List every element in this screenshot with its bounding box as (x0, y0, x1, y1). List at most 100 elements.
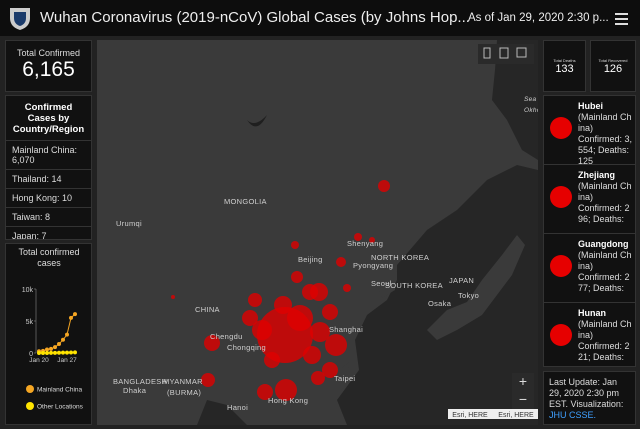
header: Wuhan Coronavirus (2019-nCoV) Global Cas… (0, 0, 640, 36)
series-point (65, 350, 69, 355)
series-point (73, 312, 77, 317)
case-bubble (311, 371, 325, 385)
case-bubble (369, 237, 375, 243)
map-label: NORTH KOREA (371, 253, 429, 262)
timeline-title-line: Total confirmed (18, 247, 79, 257)
map-label: SOUTH KOREA (385, 281, 443, 290)
case-bubble (336, 257, 346, 267)
province-region: (Mainland China) (578, 250, 632, 271)
province-list: Hubei (Mainland China) Confirmed: 3,554; D… (543, 95, 636, 367)
map-tools: + − Esri, HERE Esri, HERE (448, 44, 538, 419)
province: Hunan (Mainland China) Confirmed: 221; Dea… (544, 303, 635, 366)
series-point (65, 332, 69, 337)
map-labels: Sea of Okhotsk MONGOLIA Urumqi Shenyang Beiji… (113, 96, 538, 412)
series-point (37, 350, 41, 355)
attribution: Esri, HERE (498, 412, 534, 419)
recovered-box: Total Recovered 126 (590, 40, 636, 92)
ocean (337, 165, 538, 425)
japan-land (427, 235, 525, 340)
map-label: Chongqing (227, 343, 266, 352)
case-bubble (310, 322, 330, 342)
province-region: (Mainland China) (578, 181, 632, 202)
series-point (57, 350, 61, 355)
case-bubble (201, 373, 215, 387)
series-point (69, 350, 73, 355)
province-details: Confirmed: 277; Deaths: (578, 272, 630, 293)
x-tick-label: Jan 27 (57, 357, 77, 364)
vis-link[interactable]: JHU CSSE. (549, 410, 597, 420)
province-details: Confirmed: 296; Deaths: (578, 203, 630, 224)
map-label: Dhaka (123, 386, 147, 395)
bay (197, 400, 247, 425)
province-name: Hubei (578, 101, 604, 111)
series-point (45, 350, 49, 355)
x-tick-label: Jan 20 (29, 357, 49, 364)
zoom-out[interactable]: − (519, 391, 527, 407)
timeline-chart: Total confirmed cases 0 5k 10k Jan 20 Jan 27 M… (18, 247, 84, 411)
timeline-title-line: cases (37, 258, 61, 268)
map-label: JAPAN (449, 276, 474, 285)
series-point (57, 342, 61, 347)
series-point (53, 350, 57, 355)
menu-icon[interactable] (614, 12, 630, 26)
map-label: Osaka (428, 299, 452, 308)
case-bubble (378, 180, 390, 192)
footer: Last Update: Jan 29, 2020 2:30 pm EST. V… (543, 371, 636, 425)
case-bubble (264, 352, 280, 368)
timeline-panel: Total confirmed cases 0 5k 10k Jan 20 Jan 27 M… (5, 243, 92, 425)
legend-label: Other Locations (37, 404, 84, 411)
case-bubble (257, 384, 273, 400)
map-label: CHINA (195, 305, 220, 314)
province: Guangdong (Mainland China) Confirmed: 277;… (544, 234, 635, 303)
province-dot (550, 255, 572, 277)
case-bubble (171, 295, 175, 299)
province-dot (550, 186, 572, 208)
series-point (41, 350, 45, 355)
zoom-in[interactable]: + (519, 373, 527, 389)
total-label: Total Confirmed (16, 48, 81, 58)
province-region: (Mainland China) (578, 319, 632, 340)
qr-icon[interactable] (516, 47, 527, 58)
province-region: (Mainland China) (578, 112, 632, 133)
legend-label: Mainland China (37, 387, 83, 394)
series-point (73, 350, 77, 355)
y-tick-label: 5k (26, 319, 34, 326)
series-line (38, 313, 76, 352)
region-list: Confirmed Cases by Country/Region Mainla… (5, 95, 92, 240)
map-label: MYANMAR (163, 377, 203, 386)
title: Wuhan Coronavirus (2019-nCoV) Global Cas… (40, 9, 470, 26)
case-bubble (291, 241, 299, 249)
map-toolbar[interactable] (478, 44, 534, 64)
map-label: Shenyang (347, 239, 383, 248)
zoom-box[interactable] (512, 373, 534, 409)
deaths-label: Total Deaths (553, 58, 576, 63)
map-label: Hong Kong (268, 396, 308, 405)
series-point (61, 350, 65, 355)
case-bubble (325, 334, 347, 356)
series-point (45, 347, 49, 352)
list-icon[interactable] (499, 47, 509, 59)
map-label: MONGOLIA (224, 197, 267, 206)
series-point (61, 337, 65, 342)
province-details: Confirmed: 221; Deaths: (578, 341, 630, 362)
map-label: Urumqi (116, 219, 142, 228)
legend-swatch (26, 402, 34, 410)
map-label: Tokyo (458, 291, 479, 300)
series-point (49, 350, 53, 355)
case-bubble (252, 320, 272, 340)
deaths-value: 133 (555, 63, 574, 75)
y-tick-label: 0 (29, 351, 33, 358)
case-bubble (291, 271, 303, 283)
province-name: Hunan (578, 308, 606, 318)
map-label: Pyongyang (353, 261, 393, 270)
series-point (69, 315, 73, 320)
bookmark-icon[interactable] (483, 47, 491, 59)
case-bubble (287, 305, 313, 331)
region-item: Japan: 7 (6, 227, 91, 239)
map-label: Chengdu (210, 332, 243, 341)
map-label: Shanghai (329, 325, 363, 334)
series-point (53, 345, 57, 350)
map-label: Beijing (298, 255, 323, 264)
province-name: Guangdong (578, 239, 629, 249)
recovered-label: Total Recovered (598, 58, 628, 63)
